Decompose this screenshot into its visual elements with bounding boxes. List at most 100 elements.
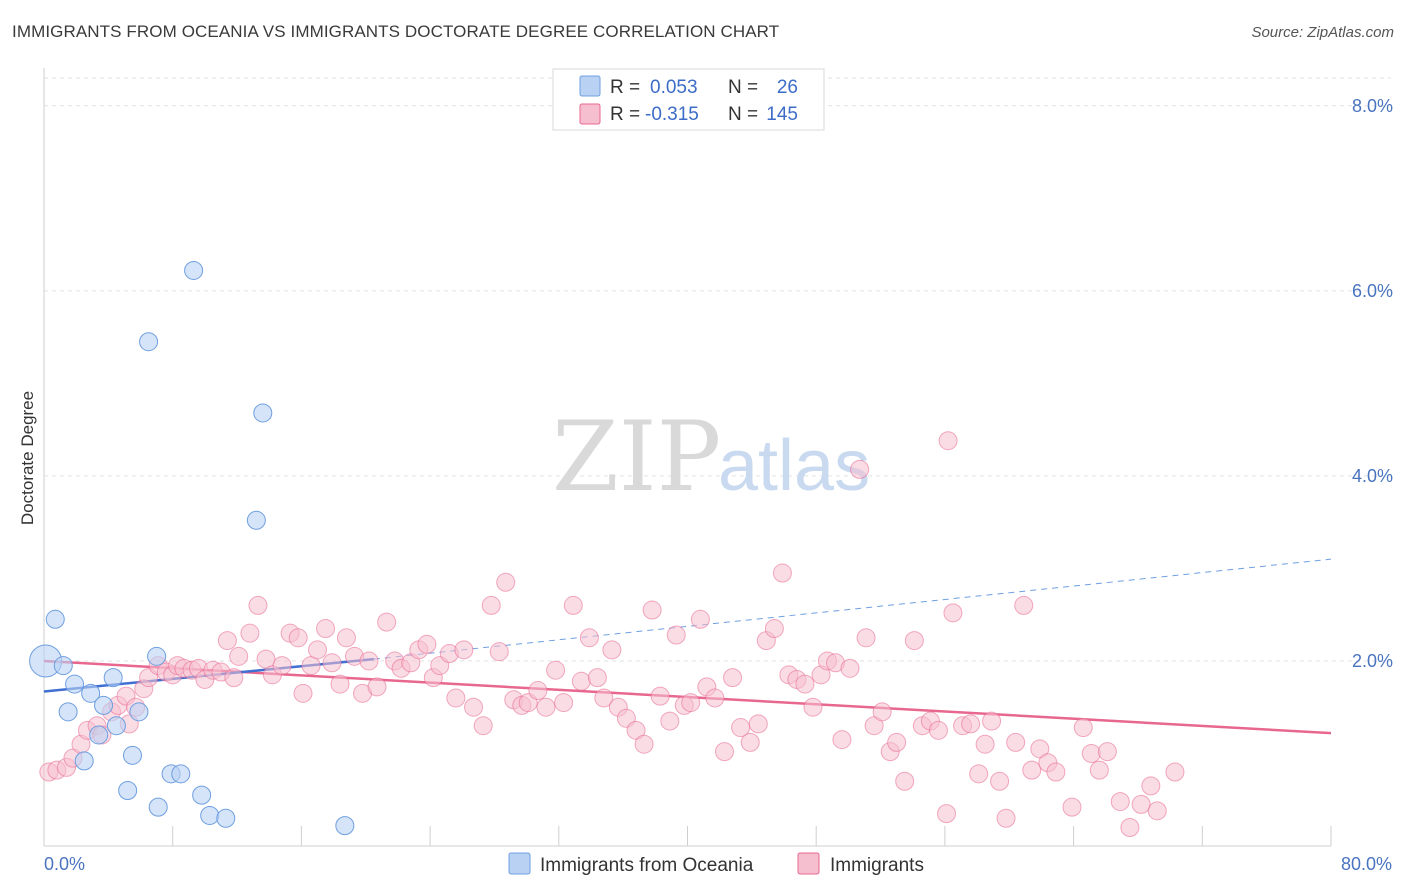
- immigrants-point: [217, 631, 237, 651]
- immigrants-point: [1081, 743, 1101, 763]
- immigrants-point: [481, 595, 501, 615]
- immigrants-point: [272, 656, 292, 676]
- y-tick-label: 2.0%: [1352, 651, 1393, 671]
- immigrants-point: [961, 714, 981, 734]
- immigrants-point: [1165, 762, 1185, 782]
- oceania-point: [58, 702, 78, 722]
- immigrants-point: [336, 628, 356, 648]
- oceania-point: [106, 716, 126, 736]
- legend-n-value-blue: 26: [777, 77, 798, 98]
- immigrants-point: [1006, 732, 1026, 752]
- immigrants-point: [937, 804, 957, 824]
- immigrants-point: [887, 732, 907, 752]
- immigrants-point: [240, 623, 260, 643]
- immigrants-point: [1062, 797, 1082, 817]
- immigrants-point: [587, 668, 607, 688]
- immigrants-point: [473, 716, 493, 736]
- oceania-point: [148, 797, 168, 817]
- immigrants-point: [904, 631, 924, 651]
- x-tick-label-min: 0.0%: [44, 854, 85, 874]
- watermark: ZIP atlas: [552, 401, 870, 513]
- immigrants-point: [996, 808, 1016, 828]
- immigrants-point: [528, 681, 548, 701]
- oceania-point: [122, 745, 142, 765]
- oceania-point: [94, 695, 114, 715]
- oceania-point: [200, 805, 220, 825]
- immigrants-point: [772, 563, 792, 583]
- legend-swatch-blue: [579, 75, 601, 97]
- immigrants-point: [872, 702, 892, 722]
- immigrants-point: [464, 697, 484, 717]
- bottom-legend-swatch-immigrants: [797, 852, 820, 875]
- oceania-point: [139, 332, 159, 352]
- oceania-point: [118, 780, 138, 800]
- immigrants-points: [39, 431, 1185, 837]
- oceania-points: [29, 260, 355, 836]
- watermark-zip: ZIP: [552, 401, 721, 513]
- immigrants-point: [579, 628, 599, 648]
- immigrants-point: [367, 677, 387, 697]
- immigrants-point: [1022, 760, 1042, 780]
- immigrants-point: [681, 693, 701, 713]
- immigrants-point: [715, 742, 735, 762]
- chart-source: Source: ZipAtlas.com: [1251, 24, 1394, 41]
- immigrants-point: [840, 658, 860, 678]
- x-tick-label-max: 80.0%: [1341, 854, 1392, 874]
- bottom-legend-swatch-oceania: [508, 852, 531, 875]
- immigrants-point: [740, 732, 760, 752]
- y-tick-label: 8.0%: [1352, 96, 1393, 116]
- immigrants-point: [1141, 776, 1161, 796]
- immigrants-point: [307, 640, 327, 660]
- immigrants-point: [634, 734, 654, 754]
- immigrants-point: [496, 572, 516, 592]
- immigrants-point: [224, 668, 244, 688]
- x-tick-labels: 0.0% 80.0%: [44, 854, 1392, 874]
- immigrants-point: [850, 459, 870, 479]
- immigrants-point: [856, 628, 876, 648]
- immigrants-point: [1073, 718, 1093, 738]
- immigrants-point: [602, 640, 622, 660]
- y-tick-labels: 2.0% 4.0% 6.0% 8.0%: [1352, 96, 1393, 671]
- axes: [43, 68, 1332, 847]
- immigrants-point: [982, 711, 1002, 731]
- oceania-trend-extension: [373, 558, 1332, 660]
- immigrants-point: [359, 651, 379, 671]
- immigrants-point: [1131, 794, 1151, 814]
- y-tick-label: 6.0%: [1352, 281, 1393, 301]
- legend-n-value-pink: 145: [766, 104, 798, 125]
- oceania-point: [335, 816, 355, 836]
- immigrants-point: [666, 625, 686, 645]
- immigrants-point: [938, 431, 958, 451]
- immigrants-point: [330, 674, 350, 694]
- immigrants-point: [417, 634, 437, 654]
- immigrants-point: [764, 619, 784, 639]
- immigrants-point: [1097, 742, 1117, 762]
- immigrants-point: [248, 595, 268, 615]
- immigrants-point: [571, 671, 591, 691]
- immigrants-point: [546, 660, 566, 680]
- immigrants-point: [975, 734, 995, 754]
- bottom-legend: Immigrants from Oceania Immigrants: [508, 852, 924, 876]
- immigrants-point: [1089, 760, 1109, 780]
- immigrants-point: [322, 653, 342, 673]
- immigrants-point: [293, 683, 313, 703]
- immigrants-point: [803, 697, 823, 717]
- immigrants-point: [895, 771, 915, 791]
- legend-n-label-blue: N =: [728, 77, 758, 98]
- oceania-point: [74, 751, 94, 771]
- oceania-point: [253, 403, 273, 423]
- immigrants-point: [660, 711, 680, 731]
- oceania-point: [216, 808, 236, 828]
- legend-r-value-blue: 0.053: [650, 77, 698, 98]
- immigrants-point: [1014, 595, 1034, 615]
- immigrants-point: [594, 688, 614, 708]
- immigrants-point: [1147, 801, 1167, 821]
- bottom-legend-label-oceania: Immigrants from Oceania: [540, 855, 754, 876]
- immigrants-point: [795, 674, 815, 694]
- legend-n-label-pink: N =: [728, 104, 758, 125]
- immigrants-point: [748, 714, 768, 734]
- immigrants-point: [446, 688, 466, 708]
- oceania-point: [45, 609, 65, 629]
- immigrants-point: [1046, 762, 1066, 782]
